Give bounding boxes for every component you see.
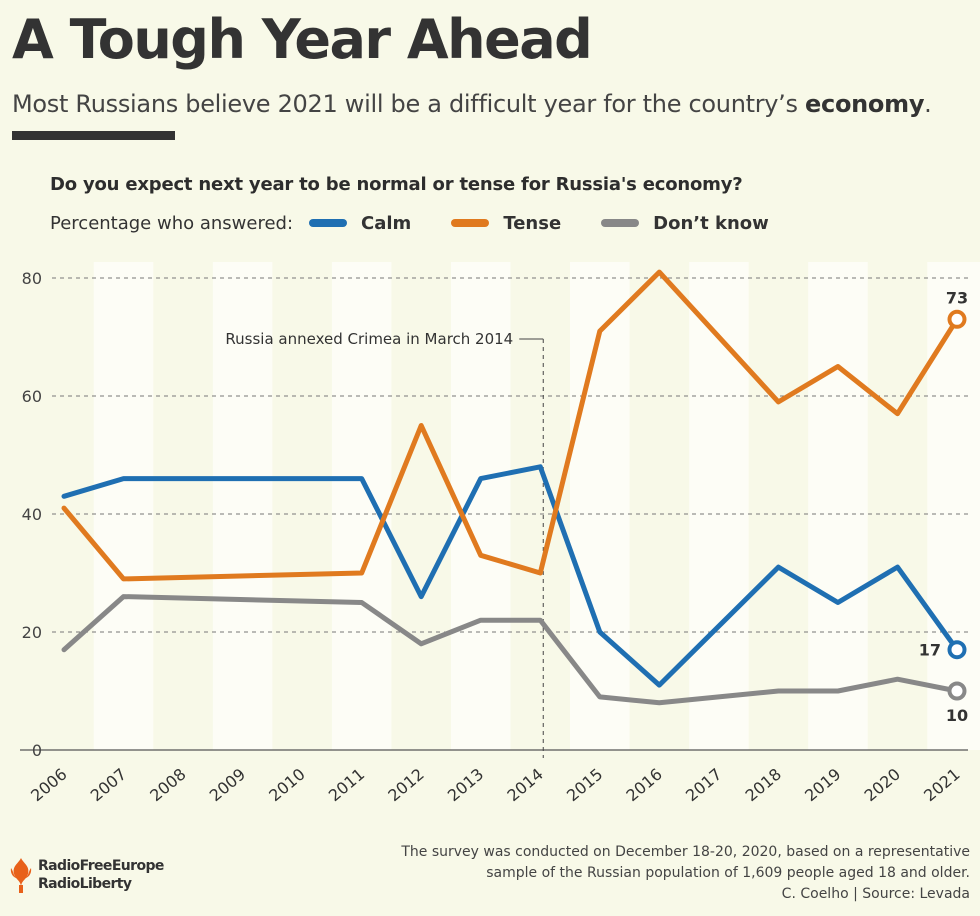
logo-line-1: RadioFreeEurope	[38, 858, 164, 874]
chart-question: Do you expect next year to be normal or …	[50, 174, 743, 195]
line-chart: 0 20 40 60 80 2006 2007 2008 2009 2010 2011 2012 201…	[20, 262, 980, 806]
x-tick-label: 2008	[146, 765, 189, 806]
legend-swatch-calm	[309, 219, 348, 227]
series-line-dont-know	[61, 594, 960, 706]
credit-line: C. Coelho | Source: Levada	[781, 886, 970, 902]
x-tick-label: 2016	[622, 765, 665, 806]
end-label-calm: 17	[919, 641, 941, 660]
year-band	[450, 262, 511, 750]
footnote-line-1: The survey was conducted on December 18-…	[401, 844, 970, 860]
end-label-dont-know: 10	[946, 706, 968, 725]
x-tick-label: 2011	[325, 765, 368, 806]
year-band	[808, 262, 868, 750]
x-tick-label: 2012	[384, 765, 427, 806]
rferl-logo: RadioFreeEurope RadioLiberty	[8, 856, 164, 894]
y-tick-label: 80	[22, 269, 42, 288]
torch-icon	[10, 858, 32, 893]
title-underline	[12, 131, 175, 140]
end-marker-tense	[947, 309, 967, 329]
y-tick-label: 40	[22, 505, 42, 524]
logo-line-2: RadioLiberty	[38, 876, 132, 892]
year-band	[93, 262, 154, 750]
legend-item-calm: Calm	[309, 213, 411, 234]
x-tick-label: 2007	[87, 765, 130, 806]
year-band	[212, 262, 273, 750]
year-band	[689, 262, 749, 750]
x-tick-label: 2009	[206, 765, 249, 806]
x-tick-label: 2017	[682, 765, 725, 806]
subtitle-text: Most Russians believe 2021 will be a dif…	[12, 90, 806, 118]
y-tick-label: 60	[22, 387, 42, 406]
end-marker-calm	[947, 640, 967, 660]
series-line-calm	[61, 464, 960, 688]
legend-label-calm: Calm	[361, 212, 412, 234]
legend-label-dont-know: Don’t know	[653, 212, 769, 234]
legend-lead: Percentage who answered:	[50, 212, 294, 234]
x-tick-label: 2018	[742, 765, 785, 806]
x-tick-label: 2020	[861, 765, 904, 806]
year-band	[331, 262, 392, 750]
subtitle-period: .	[924, 90, 932, 118]
x-tick-label: 2019	[801, 765, 844, 806]
annotation-label: Russia annexed Crimea in March 2014	[225, 330, 513, 348]
footnote-line-2: sample of the Russian population of 1,60…	[486, 865, 970, 881]
chart-title: A Tough Year Ahead	[12, 8, 593, 71]
chart-subtitle: Most Russians believe 2021 will be a dif…	[12, 90, 932, 118]
legend: Percentage who answered: Calm Tense Don’…	[50, 210, 809, 236]
x-tick-label: 2013	[444, 765, 487, 806]
end-marker-dont-know	[947, 681, 967, 701]
x-tick-label: 2021	[920, 765, 963, 806]
legend-item-tense: Tense	[451, 213, 561, 234]
x-tick-label: 2015	[563, 765, 606, 806]
x-tick-label: 2006	[27, 765, 70, 806]
end-label-tense: 73	[946, 288, 968, 307]
year-band	[927, 262, 980, 750]
x-tick-label: 2010	[265, 765, 308, 806]
logo-text: RadioFreeEurope RadioLiberty	[38, 857, 164, 893]
x-tick-label: 2014	[503, 765, 546, 806]
subtitle-emphasis: economy	[805, 90, 925, 118]
y-tick-label: 20	[22, 623, 42, 642]
footnote: The survey was conducted on December 18-…	[401, 842, 970, 905]
legend-swatch-tense	[451, 219, 490, 227]
legend-item-dont-know: Don’t know	[601, 213, 769, 234]
series-line-tense	[61, 269, 960, 582]
y-tick-label: 0	[32, 741, 42, 760]
legend-swatch-dont-know	[601, 219, 640, 227]
legend-label-tense: Tense	[503, 212, 562, 234]
